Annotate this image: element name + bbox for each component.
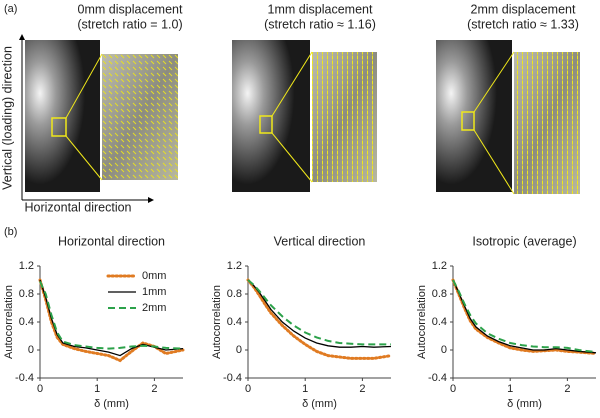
column-title: 1mm displacement: [268, 2, 373, 16]
x-tick-label: 1: [94, 383, 100, 395]
axis-label: Vertical (loading) direction: [0, 46, 14, 190]
x-tick-label: 1: [302, 383, 308, 395]
column-subtitle: (stretch ratio = 1.0): [77, 17, 182, 31]
column-title: 2mm displacement: [471, 2, 576, 16]
legend-label: 2mm: [142, 302, 166, 314]
y-axis-label: Autocorrelation: [3, 285, 15, 359]
series-line: [247, 279, 392, 348]
series-line: [246, 278, 393, 360]
panel-label: (a): [4, 3, 17, 15]
y-tick-label: -0.4: [15, 372, 34, 384]
y-tick-label: 1.2: [432, 260, 447, 272]
axis-label: Horizontal direction: [25, 200, 132, 214]
x-tick-label: 0: [245, 383, 251, 395]
x-axis-label: δ (mm): [302, 398, 337, 410]
series-line: [39, 280, 184, 350]
y-tick-label: 0.4: [19, 316, 34, 328]
x-tick-label: 2: [564, 383, 570, 395]
chart-title: Horizontal direction: [58, 234, 165, 248]
column-subtitle: (stretch ratio ≈ 1.16): [264, 17, 376, 31]
y-axis-label: Autocorrelation: [416, 285, 428, 359]
y-tick-label: 1.2: [227, 260, 242, 272]
x-tick-label: 2: [151, 383, 157, 395]
series-line: [452, 279, 597, 354]
y-tick-label: 0.4: [432, 316, 447, 328]
legend-label: 1mm: [142, 286, 166, 298]
chart-title: Isotropic (average): [472, 234, 576, 248]
y-axis-label: Autocorrelation: [211, 285, 223, 359]
image-0mm: [25, 40, 178, 192]
y-tick-label: 0: [236, 344, 242, 356]
x-axis-label: δ (mm): [94, 398, 129, 410]
series-line: [38, 278, 185, 363]
y-tick-label: 0.8: [432, 288, 447, 300]
x-axis-label: δ (mm): [507, 398, 542, 410]
x-tick-label: 2: [359, 383, 365, 395]
y-tick-label: 0.8: [227, 288, 242, 300]
column-title: 0mm displacement: [78, 2, 183, 16]
y-tick-label: 1.2: [19, 260, 34, 272]
x-tick-label: 1: [507, 383, 513, 395]
column-subtitle: (stretch ratio ≈ 1.33): [467, 17, 579, 31]
x-tick-label: 0: [450, 383, 456, 395]
images: [19, 34, 580, 203]
series-line: [451, 278, 598, 355]
image-2mm: [436, 40, 580, 195]
y-tick-label: -0.4: [428, 372, 447, 384]
series-line: [247, 279, 391, 346]
charts: Horizontal direction Autocorrelation δ (mm…: [3, 234, 598, 410]
image-1mm: [232, 40, 377, 192]
column-titles: 0mm displacement(stretch ratio = 1.0) 1mm…: [77, 2, 579, 31]
series-line: [452, 279, 597, 354]
legend-label: 0mm: [142, 270, 166, 282]
y-tick-label: 0: [441, 344, 447, 356]
y-tick-label: 0.4: [227, 316, 242, 328]
panel-label: (b): [4, 226, 17, 238]
chart-title: Vertical direction: [274, 234, 366, 248]
x-tick-label: 0: [37, 383, 43, 395]
y-tick-label: 0: [28, 344, 34, 356]
y-tick-label: 0.8: [19, 288, 34, 300]
y-tick-label: -0.4: [223, 372, 242, 384]
